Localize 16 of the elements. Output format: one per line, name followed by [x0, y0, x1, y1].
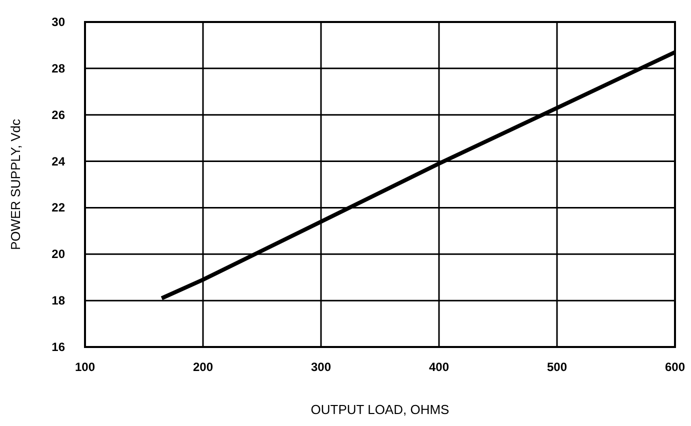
x-tick-label: 600 [664, 360, 686, 374]
x-tick-label: 300 [310, 360, 332, 374]
y-tick-label: 26 [52, 108, 66, 122]
y-tick-label: 20 [52, 247, 66, 262]
x-axis-title: OUTPUT LOAD, OHMS [310, 402, 450, 417]
x-tick-label: 500 [546, 360, 568, 374]
x-tick-label: 400 [428, 360, 450, 374]
x-tick-label: 200 [192, 360, 214, 374]
y-tick-label: 30 [52, 15, 66, 29]
y-tick-label: 24 [52, 154, 66, 168]
y-tick-label: 18 [52, 294, 66, 308]
y-axis-title: POWER SUPPLY, Vdc [8, 118, 23, 250]
x-tick-label: 100 [74, 360, 96, 374]
y-tick-label: 16 [52, 340, 66, 354]
y-tick-label: 22 [52, 200, 66, 215]
y-tick-label: 28 [52, 61, 66, 76]
